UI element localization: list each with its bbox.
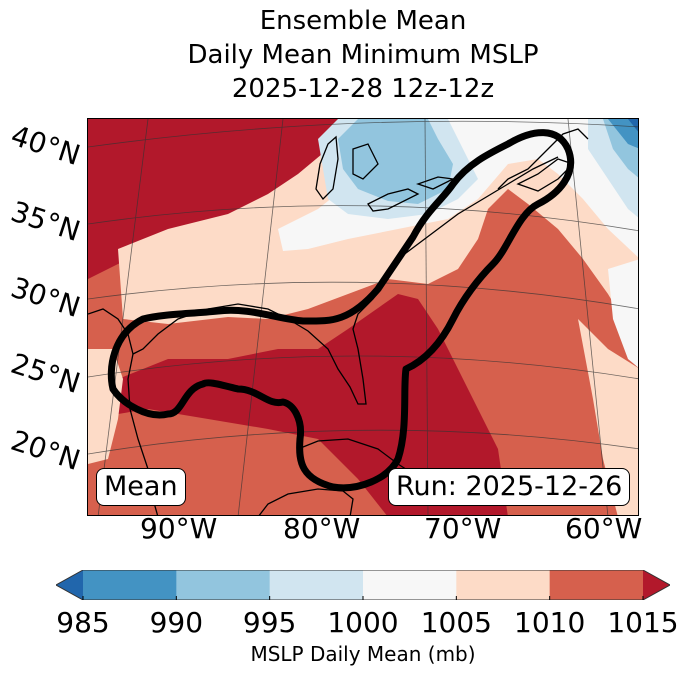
gridline-40n [88,120,638,148]
region-990-995 [338,119,453,204]
lat-label-30n: 30°N [6,270,85,325]
colorbar-tick-label: 990 [149,606,204,639]
lat-label-40n: 40°N [6,118,85,173]
gridline-30n [88,281,638,310]
lake-michigan [315,135,339,201]
gridline-25n [88,355,638,380]
gridline-80w [237,119,284,515]
colorbar-tick-label: 1005 [420,606,492,639]
colorbar-tick-label: 1015 [607,606,679,639]
lon-label-70w: 70°W [424,512,502,545]
title-line-2: Daily Mean Minimum MSLP [187,40,539,70]
colorbar-tick-label: 995 [242,606,297,639]
map-canvas [88,119,638,515]
lake-erie [367,188,420,212]
colorbar-extend-high [643,570,670,600]
colorbar-tick-label: 1000 [327,606,399,639]
colorbar-tick-label: 985 [56,606,110,639]
mean-label-box: Mean [96,468,186,506]
coast-yucatan [258,488,354,515]
mslp-map [87,118,639,516]
gridline-70w [424,119,429,515]
gridline-35n [88,205,638,232]
lon-label-80w: 80°W [283,512,361,545]
colorbar [56,570,670,600]
colorbar-segment [83,570,177,600]
lat-label-20n: 20°N [6,423,85,478]
lat-label-35n: 35°N [6,194,85,249]
lon-label-90w: 90°W [140,512,218,545]
colorbar-segment [269,570,364,600]
gridline-60w [567,119,609,515]
title-line-1: Ensemble Mean [259,6,467,36]
run-date-box: Run: 2025-12-26 [388,468,631,506]
coast-us-gulf [88,156,559,405]
region-1000-1005-east [608,259,638,368]
lake-huron [352,143,379,180]
title-line-3: 2025-12-28 12z-12z [231,74,495,104]
lon-label-60w: 60°W [565,512,643,545]
colorbar-extend-low [56,570,83,600]
coast-cuba [297,438,419,478]
colorbar-tick-label: 1010 [514,606,586,639]
lat-label-25n: 25°N [6,346,85,401]
graticule [88,119,638,515]
contour-outline [107,129,575,492]
colorbar-label: MSLP Daily Mean (mb) [250,642,476,666]
colorbar-segment [456,570,551,600]
gridline-20n [88,429,638,455]
colorbar-segment [549,570,644,600]
colorbar-segment [176,570,271,600]
region-lt985 [628,119,638,132]
coast-new-england [497,128,589,190]
region-1010-1015 [88,119,638,515]
colorbar-segment [363,570,457,600]
gridline-90w [97,119,149,515]
